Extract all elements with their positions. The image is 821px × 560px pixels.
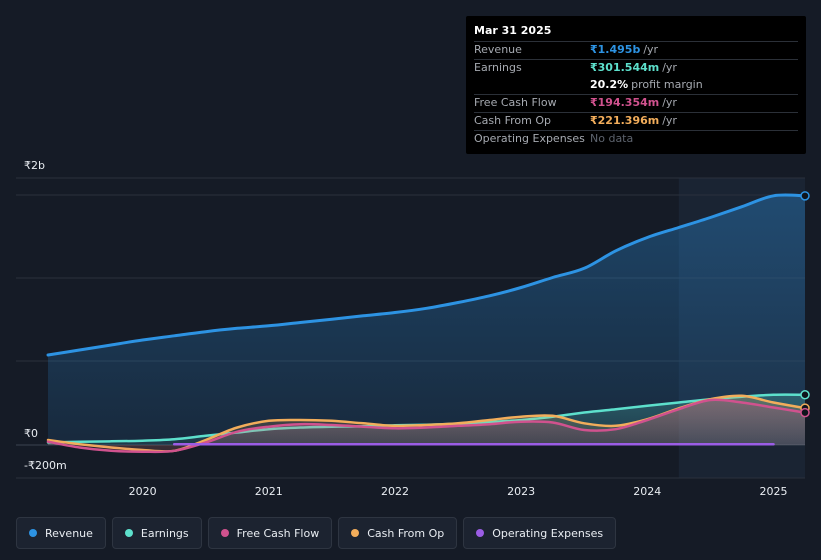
free-cash-flow-endpoint[interactable] [800, 407, 810, 418]
tooltip-row-value: ₹1.495b [590, 43, 641, 56]
x-tick-label: 2023 [507, 485, 535, 498]
legend-item-revenue[interactable]: Revenue [16, 517, 106, 549]
tooltip-row: Earnings ₹301.544m/yr [474, 59, 798, 77]
y-axis-zero-label: ₹0 [24, 427, 38, 440]
tooltip-row-value: ₹221.396m [590, 114, 660, 127]
revenue-line[interactable] [46, 193, 807, 357]
x-tick-label: 2025 [759, 485, 787, 498]
tooltip-row: Cash From Op ₹221.396m/yr [474, 112, 798, 130]
series-layer [46, 191, 810, 454]
tooltip-row-label [474, 77, 590, 94]
legend-item-cash-from-op[interactable]: Cash From Op [338, 517, 458, 549]
legend-dot-icon [351, 529, 360, 537]
chart-legend: Revenue Earnings Free Cash Flow Cash From O… [16, 517, 617, 549]
legend-label: Earnings [140, 526, 189, 540]
tooltip-row-unit: /yr [643, 43, 659, 56]
free-cash-flow-line[interactable] [46, 398, 807, 454]
tooltip-row-label: Revenue [474, 43, 522, 56]
legend-dot-icon [220, 529, 229, 537]
legend-item-earnings[interactable]: Earnings [111, 517, 202, 549]
x-tick-label: 2022 [381, 485, 409, 498]
x-tick-label: 2024 [633, 485, 661, 498]
legend-item-free-cash-flow[interactable]: Free Cash Flow [207, 517, 333, 549]
tooltip-row-label: Free Cash Flow [474, 96, 557, 109]
free-cash-flow-area [48, 399, 805, 452]
legend-dot-icon [124, 529, 133, 537]
tooltip-row-unit: /yr [662, 114, 677, 127]
y-axis-top-label: ₹2b [24, 159, 45, 172]
x-tick-label: 2021 [255, 485, 283, 498]
y-axis-bottom-label: -₹200m [24, 459, 67, 472]
legend-label: Operating Expenses [492, 526, 604, 540]
tooltip-row-unit: /yr [662, 96, 677, 109]
tooltip-row-unit: /yr [662, 61, 677, 74]
data-tooltip: Mar 31 2025 Revenue ₹1.495b/yr Earnings ₹30… [466, 16, 806, 154]
x-tick-label: 2020 [129, 485, 157, 498]
tooltip-row-value: No data [590, 132, 634, 145]
tooltip-row-unit: profit margin [631, 78, 703, 91]
legend-label: Cash From Op [367, 526, 445, 540]
tooltip-row-label: Operating Expenses [474, 132, 585, 145]
chart-area: 2020 2021 2022 2023 2024 2025 [16, 177, 810, 498]
earnings-endpoint[interactable] [800, 390, 810, 400]
tooltip-row: Operating Expenses No data [474, 130, 798, 148]
legend-label: Free Cash Flow [236, 526, 320, 540]
revenue-endpoint[interactable] [800, 191, 810, 201]
tooltip-row-label: Earnings [474, 61, 522, 74]
tooltip-row: Free Cash Flow ₹194.354m/yr [474, 94, 798, 112]
legend-dot-icon [476, 529, 485, 537]
tooltip-rows: Revenue ₹1.495b/yr Earnings ₹301.544m/yr 20.… [474, 41, 798, 148]
legend-dot-icon [29, 529, 37, 537]
revenue-area [48, 195, 805, 445]
x-axis-ticks: 2020 2021 2022 2023 2024 2025 [129, 485, 788, 498]
tooltip-row-value: ₹194.354m [590, 96, 660, 109]
legend-item-operating-expenses[interactable]: Operating Expenses [463, 517, 617, 549]
tooltip-row: Revenue ₹1.495b/yr [474, 41, 798, 59]
legend-label: Revenue [45, 526, 93, 540]
tooltip-row: 20.2% profit margin [474, 77, 798, 94]
tooltip-date: Mar 31 2025 [474, 24, 552, 37]
tooltip-row-value: 20.2% [590, 78, 629, 91]
tooltip-row-value: ₹301.544m [590, 61, 660, 74]
tooltip-row-label: Cash From Op [474, 114, 552, 127]
